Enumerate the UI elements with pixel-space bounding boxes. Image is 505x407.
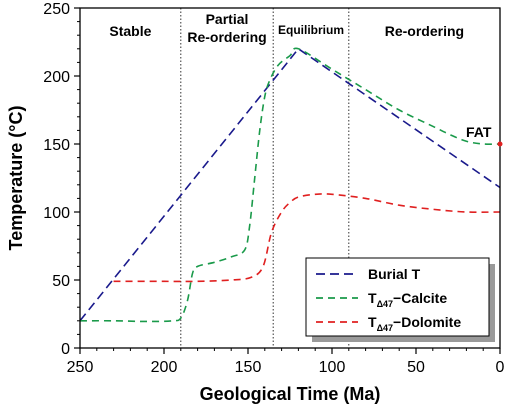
- fat-label: FAT: [466, 124, 492, 140]
- x-axis-title: Geological Time (Ma): [200, 384, 381, 404]
- x-tick-label: 0: [496, 359, 505, 376]
- x-tick-label: 200: [151, 359, 178, 376]
- legend-label: TΔ47−Dolomite: [368, 314, 461, 333]
- calcite-line: [79, 47, 501, 323]
- y-tick-label: 100: [43, 205, 70, 222]
- legend-label: Burial T: [368, 266, 421, 282]
- dolomite-line: [113, 193, 501, 283]
- region-label: Equilibrium: [278, 23, 344, 37]
- region-labels: Stable Partial Re-ordering Equilibrium Re-or…: [109, 11, 464, 45]
- region-label: Stable: [109, 23, 151, 39]
- region-label: Re-ordering: [385, 23, 464, 39]
- annotations: FAT: [466, 124, 503, 147]
- y-tick-label: 0: [61, 341, 70, 358]
- y-axis-ticks: 0 50 100 150 200 250: [43, 1, 80, 358]
- x-tick-label: 250: [67, 359, 94, 376]
- y-tick-label: 200: [43, 69, 70, 86]
- region-label: Partial Re-ordering: [187, 11, 266, 45]
- x-axis-ticks: 250 200 150 100 50 0: [67, 348, 505, 376]
- x-tick-label: 100: [319, 359, 346, 376]
- series-lines: [79, 47, 501, 323]
- x-tick-label: 150: [235, 359, 262, 376]
- burial-t-line: [79, 47, 501, 322]
- legend-box: [305, 257, 490, 337]
- plot-frame: [79, 7, 501, 349]
- legend-label: TΔ47−Calcite: [368, 290, 447, 309]
- fat-marker: [497, 141, 503, 147]
- y-tick-label: 50: [52, 273, 70, 290]
- x-tick-label: 50: [407, 359, 425, 376]
- region-dividers: [180, 8, 350, 348]
- y-tick-label: 150: [43, 137, 70, 154]
- legend: Burial T TΔ47−Calcite TΔ47−Dolomite: [305, 257, 495, 342]
- y-tick-label: 250: [43, 1, 70, 18]
- y-axis-title: Temperature (°C): [6, 106, 26, 251]
